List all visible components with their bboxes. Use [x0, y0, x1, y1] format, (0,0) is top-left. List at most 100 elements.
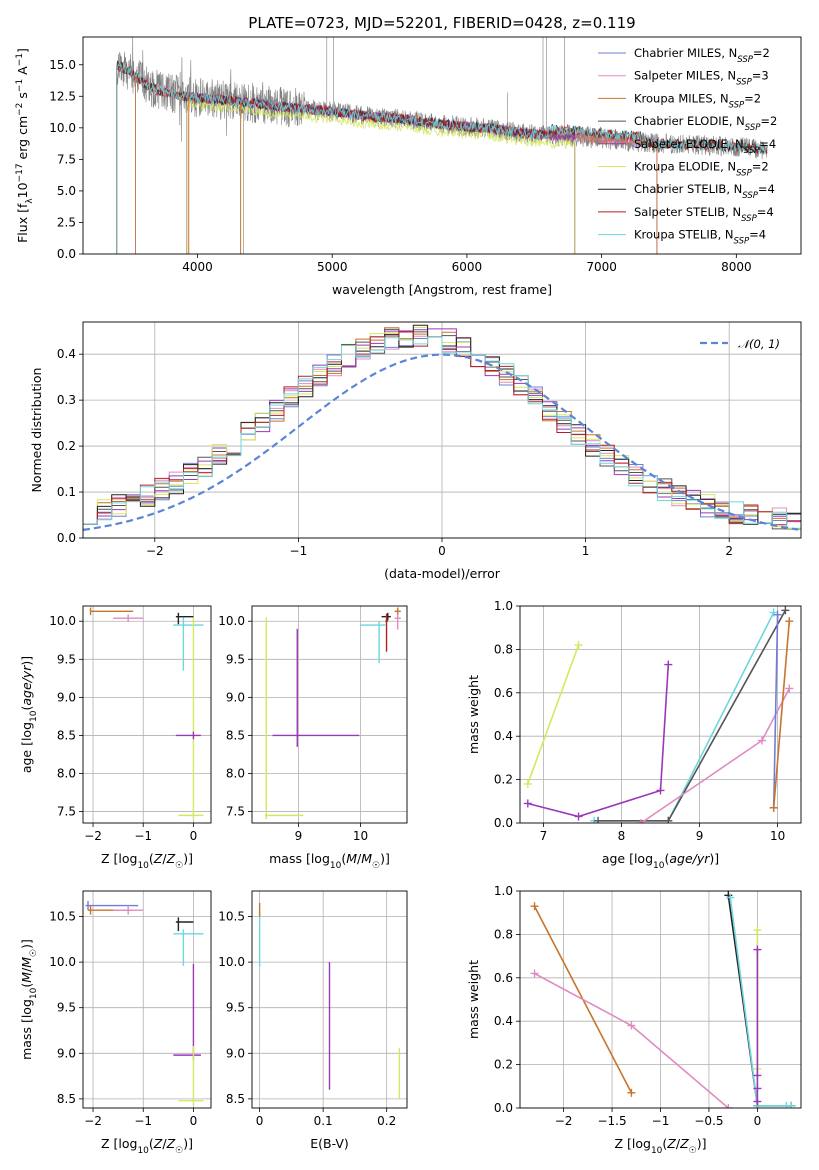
y-tick-label: 0.1: [57, 485, 76, 499]
y-axis-label: age [log10(age/yr)]: [19, 656, 39, 773]
point-salpeter_miles: [785, 684, 794, 693]
axes-residuals: −2 −1 0 1 2 0.0 0.1 0.2 0.3 0.4 (data-model)/error…: [29, 321, 802, 581]
legend-text: Chabrier MILES, N: [634, 46, 737, 60]
axes-frame: [519, 605, 802, 824]
legend-label: Salpeter ELODIE, NSSP=4: [634, 137, 776, 156]
label-part: Z: [153, 851, 163, 866]
label-part: 10: [29, 710, 39, 722]
label-part: ☉: [372, 861, 380, 871]
x-tick-label: −2: [84, 1114, 102, 1128]
axes-frame: [82, 36, 802, 255]
y-axis-label: mass weight: [466, 960, 481, 1039]
label-part: −17: [15, 163, 25, 182]
x-axis-label-rich: Z [log10(Z/Z☉)]: [101, 1136, 193, 1156]
y-tick-label: 10.0: [49, 955, 76, 969]
x-tick-label: 4000: [182, 260, 213, 274]
y-tick-label: 5.0: [57, 184, 76, 198]
label-part: Z: [166, 1136, 176, 1151]
label-part: 10: [137, 1146, 149, 1156]
axes-massweight_vs_Z: −2 −1.5 −1 −0.5 0 0.0 0.2 0.4 0.6 0.8 1.0 mass weig…: [466, 884, 802, 1128]
label-part: Z: [153, 1136, 163, 1151]
point-salpeter_miles: [757, 736, 766, 745]
point-salpeter_elodie: [753, 945, 762, 954]
x-tick-label: 0.2: [377, 1114, 396, 1128]
y-tick-label: 8.5: [226, 1092, 245, 1106]
x-tick-label: −0.5: [694, 1114, 723, 1128]
label-part: (: [149, 851, 154, 866]
legend-label: Kroupa ELODIE, NSSP=2: [634, 160, 769, 179]
y-tick-label: 0.6: [494, 971, 513, 985]
legend-sub: SSP: [741, 214, 757, 224]
label-part: age/yr: [669, 851, 710, 866]
y-tick-label: 10.0: [218, 955, 245, 969]
label-part: (: [341, 851, 346, 866]
axes-frame: [82, 321, 802, 539]
legend-label: Chabrier STELIB, NSSP=4: [634, 182, 775, 201]
axes-massweight_vs_age: 7 8 9 10 0.0 0.2 0.4 0.6 0.8 1.0 mass weight: [466, 599, 802, 843]
x-tick-label: 9: [696, 829, 704, 843]
y-tick-label: 0.2: [494, 773, 513, 787]
legend-value: =4: [758, 182, 775, 196]
y-tick-label: 0.6: [494, 686, 513, 700]
axes-frame: [82, 890, 212, 1109]
y-tick-label: 9.0: [226, 690, 245, 704]
x-tick-label: 10: [770, 829, 785, 843]
y-tick-label: 9.5: [226, 652, 245, 666]
label-part: Flux [f: [15, 203, 30, 243]
y-axis-label: mass weight: [466, 675, 481, 754]
plot-area: [116, 37, 768, 254]
point-kroupa_miles: [627, 1088, 636, 1097]
point-salpeter_elodie: [574, 812, 583, 821]
point-chabrier_miles: [773, 610, 782, 619]
legend-text: Salpeter MILES, N: [634, 69, 736, 83]
y-tick-label: 10.0: [218, 614, 245, 628]
y-tick-label: 8.5: [57, 728, 76, 742]
errorbar-salpeter_miles: [113, 905, 144, 915]
errorbar-salpeter_miles: [394, 614, 401, 630]
y-tick-label: 0.0: [57, 531, 76, 545]
x-axis-label-rich: mass [log10(M/M☉)]: [269, 851, 390, 871]
series-salpeter_elodie: [527, 664, 670, 818]
point-kroupa_elodie: [523, 779, 532, 788]
point-salpeter_elodie: [753, 1097, 762, 1106]
legend-text: Kroupa ELODIE, N: [634, 160, 736, 174]
axes-frame: [251, 890, 408, 1109]
label-part: Z [log: [101, 1136, 137, 1151]
y-tick-label: 10.5: [49, 910, 76, 924]
point-salpeter_miles: [724, 1104, 733, 1108]
label-part: age [log: [602, 851, 653, 866]
x-tick-label: −1: [134, 829, 152, 843]
y-tick-label: 8.5: [226, 728, 245, 742]
model-kroupa_stelib: [116, 63, 768, 254]
legend-label: Kroupa STELIB, NSSP=4: [634, 228, 766, 247]
x-tick-label: 0: [438, 544, 446, 558]
errorbar-salpeter_elodie: [173, 963, 201, 1060]
x-tick-label: 0: [190, 829, 198, 843]
label-part: (: [149, 1136, 154, 1151]
label-part: −1: [15, 79, 25, 92]
y-tick-label: 8.5: [57, 1092, 76, 1106]
legend-value: =2: [752, 160, 769, 174]
legend-sub: SSP: [745, 123, 761, 133]
axes-age_vs_mass: 9 10 7.5 8.0 8.5 9.0 9.5 10.0: [218, 605, 408, 843]
y-tick-label: 0.4: [494, 729, 513, 743]
label-part: M: [19, 972, 34, 983]
x-tick-label: −1: [652, 1114, 670, 1128]
y-tick-label: 0.0: [494, 816, 513, 830]
point-kroupa_miles: [785, 617, 794, 626]
x-tick-label: 8: [618, 829, 626, 843]
x-tick-label: 5000: [317, 260, 348, 274]
point-kroupa_elodie: [574, 641, 583, 650]
y-tick-label: 8.0: [57, 767, 76, 781]
errorbar-salpeter_elodie: [272, 628, 360, 747]
axes-age_vs_Z: −2 −1 0 7.5 8.0 8.5 9.0 9.5 10.0 age [log10(age/y…: [19, 605, 212, 843]
legend-label: Kroupa MILES, NSSP=2: [634, 91, 761, 110]
legend-value: =4: [749, 228, 766, 242]
x-tick-label: 0: [754, 1114, 762, 1128]
legend-label: Salpeter MILES, NSSP=3: [634, 69, 769, 88]
y-tick-label: 0.3: [57, 393, 76, 407]
point-chabrier_elodie: [781, 606, 790, 615]
y-tick-label: 0.2: [494, 1058, 513, 1072]
legend-text: Salpeter STELIB, N: [634, 205, 741, 219]
